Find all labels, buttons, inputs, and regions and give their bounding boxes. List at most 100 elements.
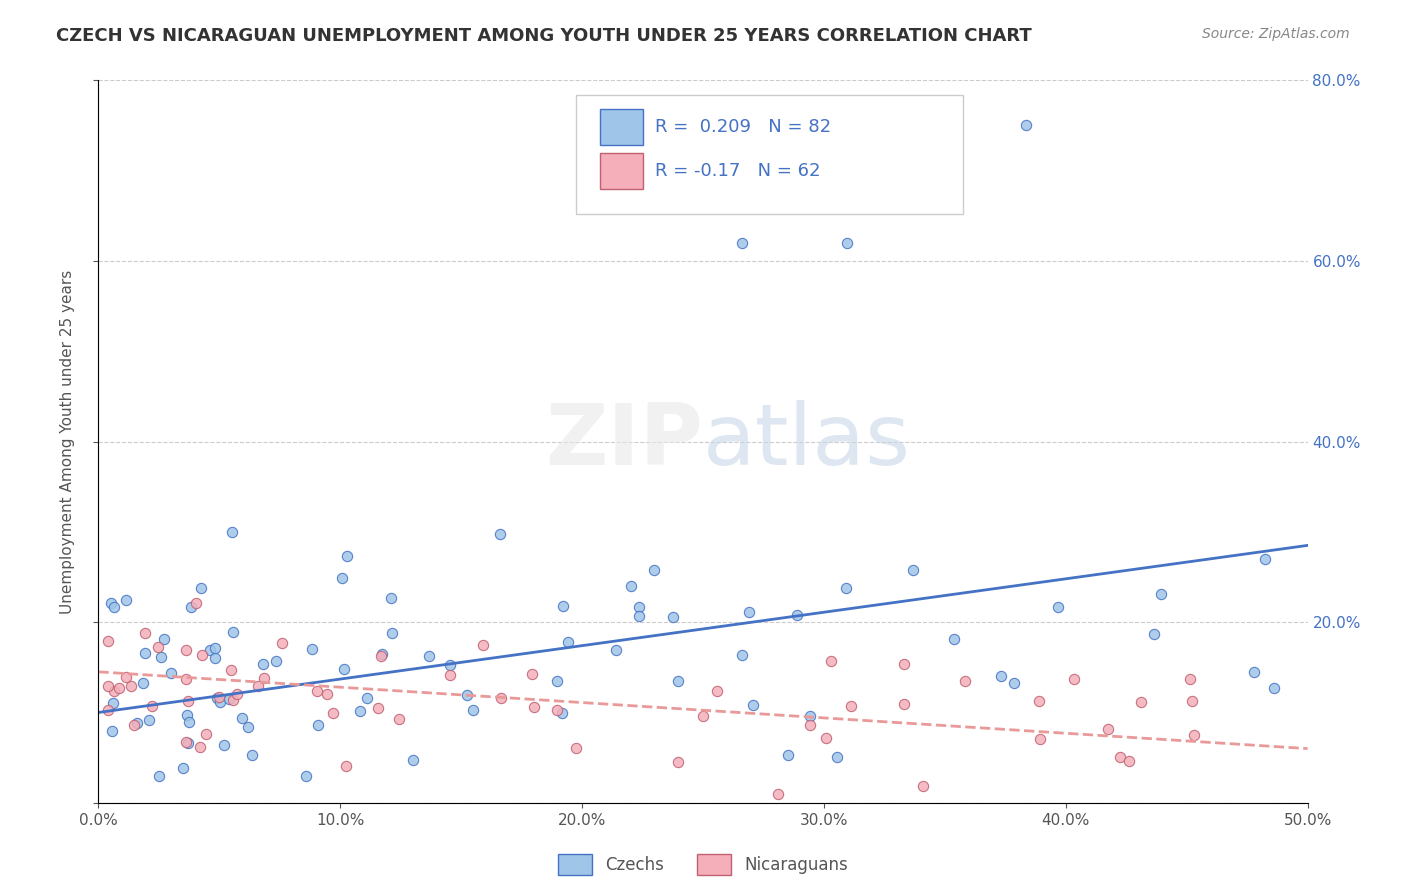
Czechs <box>786 607 808 622</box>
Nicaraguans <box>270 635 292 649</box>
Czechs <box>1002 675 1025 690</box>
Nicaraguans <box>253 671 276 685</box>
Czechs <box>148 769 170 783</box>
Nicaraguans <box>141 699 163 714</box>
Czechs <box>489 526 512 541</box>
Nicaraguans <box>107 681 129 695</box>
Czechs <box>209 695 232 709</box>
Czechs <box>627 599 650 614</box>
Czechs <box>349 705 371 719</box>
Czechs <box>627 608 650 623</box>
Nicaraguans <box>174 673 197 687</box>
Nicaraguans <box>97 703 120 717</box>
Nicaraguans <box>388 712 411 726</box>
Nicaraguans <box>706 684 728 698</box>
Czechs <box>240 747 263 762</box>
Czechs <box>942 632 965 646</box>
Czechs <box>218 692 240 706</box>
Czechs <box>730 648 752 662</box>
Nicaraguans <box>225 687 247 701</box>
Nicaraguans <box>692 709 714 723</box>
Nicaraguans <box>1182 728 1205 742</box>
Nicaraguans <box>1108 750 1130 764</box>
Czechs <box>115 593 138 607</box>
Czechs <box>101 696 124 710</box>
Czechs <box>177 736 200 750</box>
Czechs <box>307 718 329 732</box>
Nicaraguans <box>820 654 842 668</box>
Czechs <box>176 708 198 723</box>
Czechs <box>190 582 212 596</box>
Nicaraguans <box>1063 673 1085 687</box>
Czechs <box>418 648 440 663</box>
Nicaraguans <box>174 643 197 657</box>
Nicaraguans <box>114 670 136 684</box>
Nicaraguans <box>893 697 915 711</box>
Czechs <box>180 599 202 614</box>
Czechs <box>330 571 353 585</box>
Nicaraguans <box>222 693 245 707</box>
Czechs <box>356 691 378 706</box>
Czechs <box>236 720 259 734</box>
Nicaraguans <box>195 727 218 741</box>
Czechs <box>461 703 484 717</box>
Czechs <box>172 761 194 775</box>
Nicaraguans <box>316 687 339 701</box>
Czechs <box>605 643 627 657</box>
Czechs <box>370 647 392 661</box>
Bar <box>600 153 643 189</box>
Nicaraguans <box>1118 754 1140 768</box>
Czechs <box>198 642 221 657</box>
Nicaraguans <box>893 657 915 671</box>
Nicaraguans <box>520 666 543 681</box>
Czechs <box>990 668 1012 682</box>
Czechs <box>799 709 821 723</box>
Czechs <box>1015 119 1038 133</box>
Nicaraguans <box>953 673 976 688</box>
Czechs <box>231 711 253 725</box>
Nicaraguans <box>186 596 208 610</box>
Czechs <box>132 675 155 690</box>
Czechs <box>1253 552 1275 566</box>
Nicaraguans <box>766 787 789 801</box>
Czechs <box>551 706 574 720</box>
Czechs <box>294 769 316 783</box>
Czechs <box>301 642 323 657</box>
Czechs <box>456 688 478 702</box>
Nicaraguans <box>439 667 461 681</box>
Czechs <box>741 698 763 712</box>
Czechs <box>903 563 925 577</box>
Czechs <box>100 724 122 739</box>
Text: R =  0.209   N = 82: R = 0.209 N = 82 <box>655 119 831 136</box>
Text: CZECH VS NICARAGUAN UNEMPLOYMENT AMONG YOUTH UNDER 25 YEARS CORRELATION CHART: CZECH VS NICARAGUAN UNEMPLOYMENT AMONG Y… <box>56 27 1032 45</box>
Czechs <box>160 665 183 680</box>
Nicaraguans <box>305 683 328 698</box>
Nicaraguans <box>191 648 214 663</box>
Czechs <box>103 599 125 614</box>
Czechs <box>546 673 568 688</box>
Text: R = -0.17   N = 62: R = -0.17 N = 62 <box>655 161 820 179</box>
Text: Source: ZipAtlas.com: Source: ZipAtlas.com <box>1202 27 1350 41</box>
Czechs <box>100 596 122 610</box>
Czechs <box>149 650 172 665</box>
Czechs <box>1150 587 1173 601</box>
Czechs <box>661 610 683 624</box>
Nicaraguans <box>799 717 821 731</box>
Nicaraguans <box>489 691 512 706</box>
Nicaraguans <box>120 679 142 693</box>
Bar <box>600 109 643 145</box>
Czechs <box>207 690 229 705</box>
Y-axis label: Unemployment Among Youth under 25 years: Unemployment Among Youth under 25 years <box>60 269 75 614</box>
Czechs <box>204 641 226 656</box>
Czechs <box>204 650 226 665</box>
Czechs <box>668 674 690 689</box>
Czechs <box>212 738 235 752</box>
FancyBboxPatch shape <box>576 95 963 214</box>
Czechs <box>134 646 156 660</box>
Czechs <box>553 599 575 613</box>
Text: atlas: atlas <box>703 400 911 483</box>
Czechs <box>1263 681 1285 696</box>
Nicaraguans <box>1028 694 1050 708</box>
Czechs <box>177 715 200 730</box>
Nicaraguans <box>97 679 120 693</box>
